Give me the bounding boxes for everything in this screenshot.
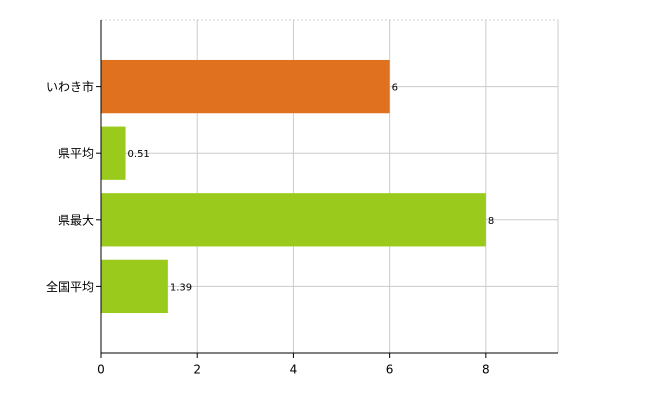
value-label: 1.39 [170, 282, 192, 293]
x-tick-label: 0 [97, 363, 105, 377]
value-label: 8 [488, 216, 494, 227]
bar [101, 193, 486, 247]
y-tick-label: 全国平均 [46, 279, 94, 294]
y-tick-label: いわき市 [46, 79, 94, 94]
bar [101, 259, 168, 314]
x-tick-label: 2 [193, 363, 201, 377]
bar [101, 126, 126, 180]
x-tick-label: 4 [290, 363, 298, 377]
x-tick-label: 6 [386, 363, 394, 377]
bar [101, 59, 390, 114]
y-tick-label: 県平均 [58, 147, 94, 161]
value-label: 6 [392, 83, 398, 94]
value-label: 0.51 [128, 149, 150, 160]
x-tick-label: 8 [482, 363, 490, 377]
y-tick-label: 県最大 [58, 213, 94, 227]
